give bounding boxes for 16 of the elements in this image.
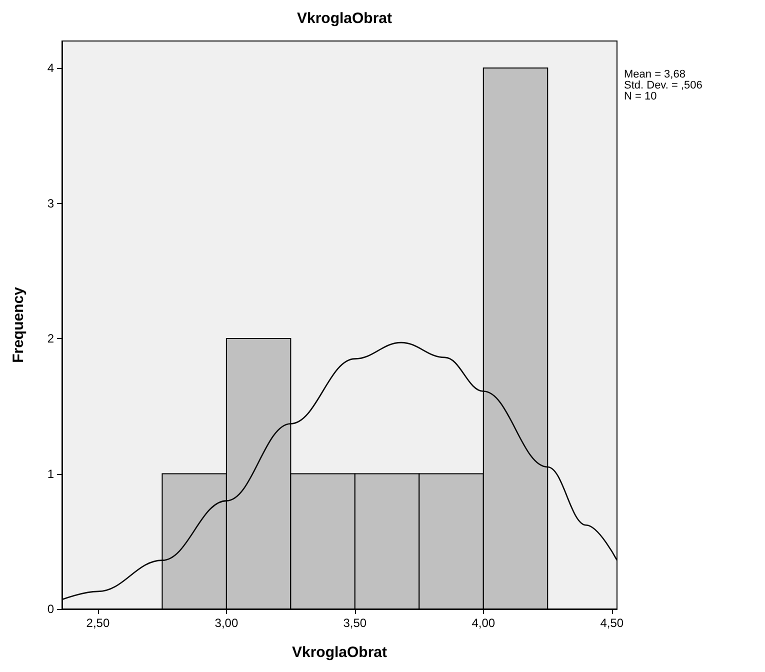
y-tick-label: 1 [47, 466, 54, 481]
text: Mean = 3,68 [624, 68, 686, 80]
y-tick-label: 3 [47, 196, 54, 210]
y-tick-label: 0 [47, 602, 54, 616]
y-axis-title: Frequency [10, 286, 27, 363]
x-tick-label: 3,50 [343, 616, 367, 630]
text: N = 10 [624, 90, 657, 102]
x-tick-label: 4,50 [600, 616, 624, 630]
x-tick-label: 4,00 [472, 616, 496, 630]
y-tick-label: 2 [47, 332, 54, 346]
y-tick-label: 4 [47, 61, 54, 76]
text: Std. Dev. = ,506 [624, 80, 702, 92]
x-tick-label: 2,50 [86, 616, 110, 630]
x-tick-label: 3,00 [214, 616, 238, 630]
x-axis-title: VkroglaObrat [292, 644, 388, 661]
chart-title: VkroglaObrat [296, 10, 392, 27]
